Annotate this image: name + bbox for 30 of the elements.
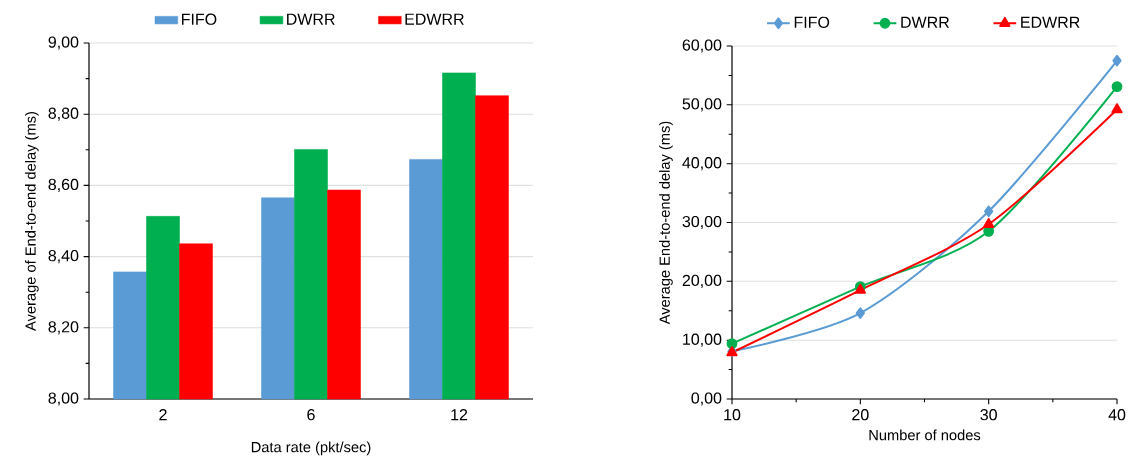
y-tick-label: 9,00 xyxy=(48,36,79,50)
y-tick-label: 20,00 xyxy=(682,274,722,288)
y-tick-label: 10,00 xyxy=(683,333,722,347)
y-tick-label: 0,00 xyxy=(691,392,722,406)
x-tick-label: 6 xyxy=(307,409,315,421)
x-axis-title: Number of nodes xyxy=(869,429,981,441)
legend-label: EDWRR xyxy=(1021,16,1080,28)
y-axis-title: Average End-to-end delay (ms) xyxy=(659,121,673,325)
y-tick-label: 8,40 xyxy=(48,250,79,264)
x-tick-label: 40 xyxy=(1108,409,1126,421)
y-tick-label: 8,00 xyxy=(48,392,79,406)
x-tick-label: 2 xyxy=(159,409,167,421)
x-tick-label: 20 xyxy=(852,409,869,421)
legend-label: DWRR xyxy=(901,16,950,28)
y-tick-label: 8,60 xyxy=(48,178,79,193)
legend-label: FIFO xyxy=(794,16,830,28)
x-axis-title: Data rate (pkt/sec) xyxy=(251,441,371,456)
y-tick-label: 40,00 xyxy=(682,157,722,171)
legend-label: FIFO xyxy=(182,13,217,25)
x-tick-label: 12 xyxy=(451,409,468,421)
legend-label: EDWRR xyxy=(405,13,464,25)
legend-label: DWRR xyxy=(287,13,335,25)
y-tick-label: 8,80 xyxy=(48,107,79,121)
y-axis-title: Average of End-to-end delay (ms) xyxy=(24,112,39,331)
y-tick-label: 30,00 xyxy=(682,215,722,230)
x-tick-label: 30 xyxy=(980,409,997,421)
y-tick-label: 8,20 xyxy=(48,321,79,335)
y-tick-label: 50,00 xyxy=(682,98,722,112)
x-tick-label: 10 xyxy=(724,409,741,421)
y-tick-label: 60,00 xyxy=(682,39,722,53)
